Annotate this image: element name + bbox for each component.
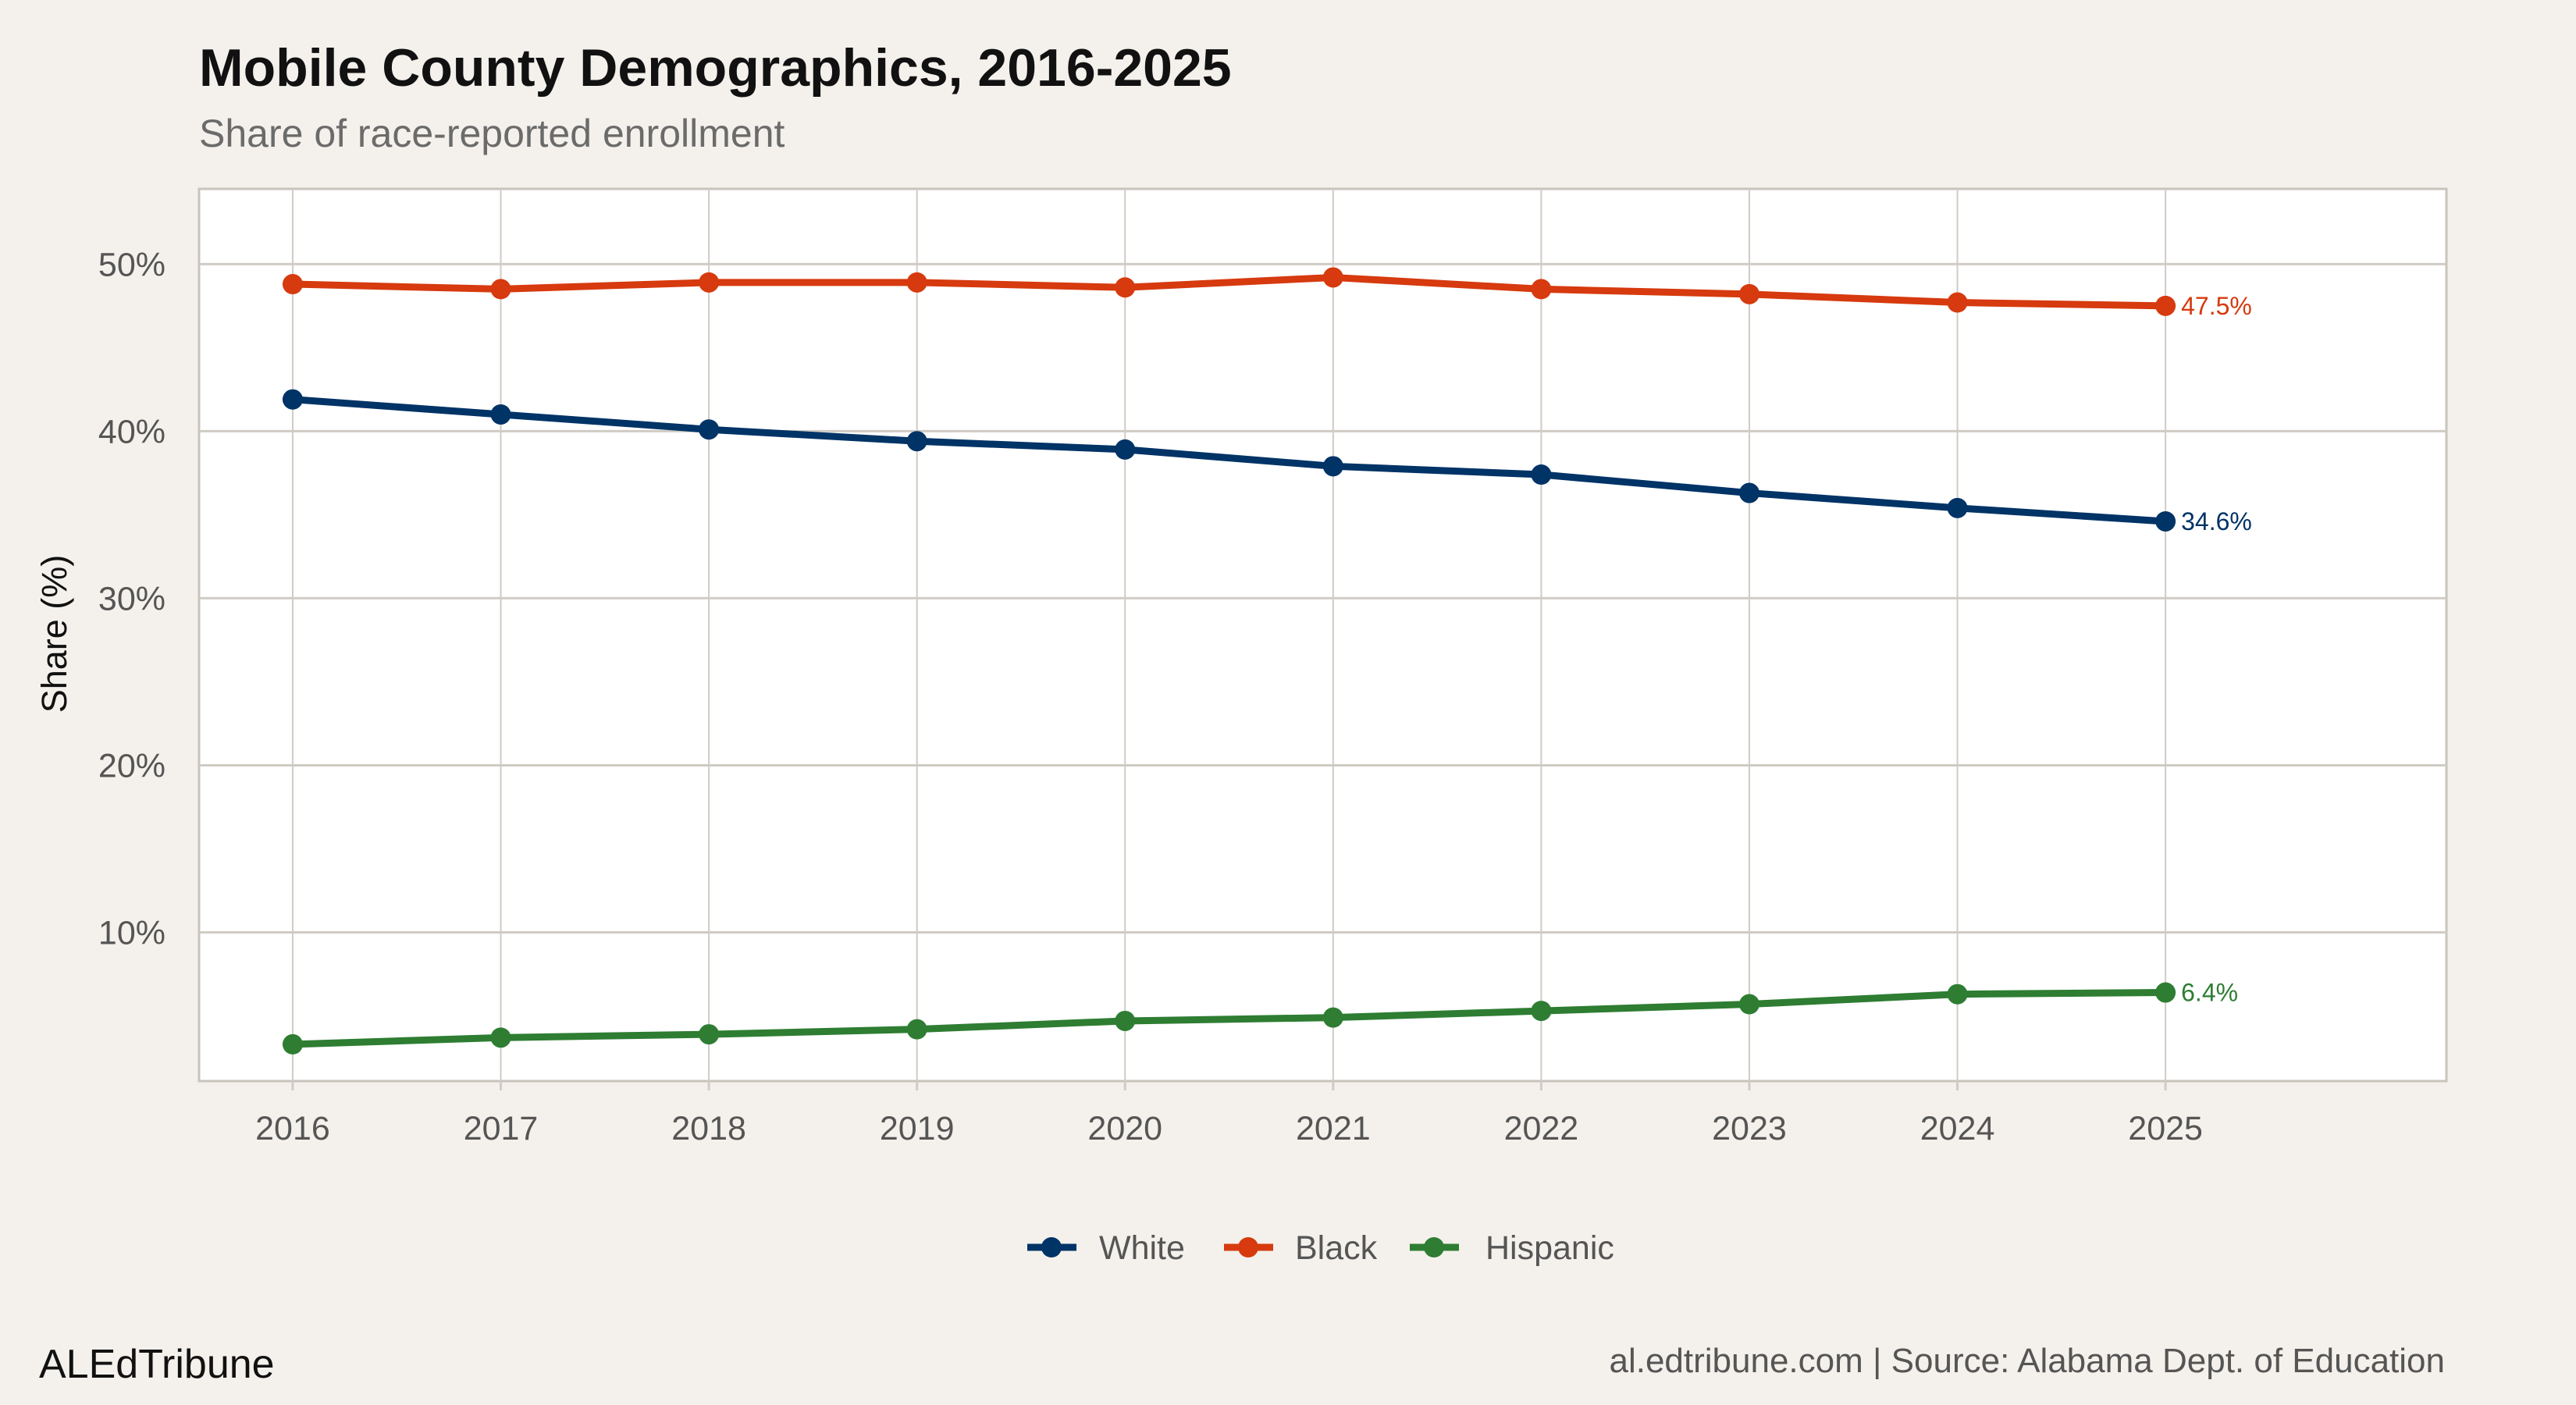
data-point (1115, 1010, 1136, 1031)
data-point (1531, 279, 1552, 300)
x-tick-label: 2021 (1296, 1110, 1371, 1147)
chart-subtitle: Share of race-reported enrollment (199, 112, 785, 155)
data-point (699, 419, 720, 440)
x-axis-ticks: 2016 2017 2018 2019 2020 2021 2022 2023 2024 2025 (255, 1081, 2203, 1147)
y-tick-label: 40% (98, 413, 165, 450)
grid (199, 189, 2446, 1081)
data-point (1947, 497, 1968, 518)
y-tick-label: 30% (98, 580, 165, 617)
y-tick-label: 50% (98, 246, 165, 283)
source-text: al.edtribune.com | Source: Alabama Dept.… (1609, 1342, 2445, 1380)
x-tick-label: 2018 (671, 1110, 746, 1147)
series-white: 34.6% (282, 389, 2252, 535)
legend-key-point (1041, 1237, 1062, 1257)
x-tick-label: 2024 (1920, 1110, 1995, 1147)
data-point (1115, 277, 1136, 298)
data-point (2155, 510, 2176, 532)
end-label: 34.6% (2181, 507, 2252, 535)
end-label: 6.4% (2181, 979, 2238, 1007)
series-line (292, 273, 2166, 310)
series-line (292, 989, 2166, 1048)
series-group: 34.6% 47.5% 6.4% (282, 267, 2252, 1055)
data-point (1738, 283, 1759, 304)
legend-label: Hispanic (1485, 1229, 1614, 1267)
data-point (1322, 267, 1343, 288)
chart-title: Mobile County Demographics, 2016-2025 (199, 38, 1232, 98)
data-point (1531, 1001, 1552, 1022)
data-point (2155, 982, 2176, 1003)
data-point (1322, 1007, 1343, 1028)
legend-item-white: White (1027, 1229, 1185, 1267)
end-label: 47.5% (2181, 292, 2252, 320)
x-tick-label: 2017 (464, 1110, 539, 1147)
data-point (490, 1027, 511, 1048)
data-point (1947, 984, 1968, 1005)
legend-item-black: Black (1224, 1229, 1378, 1267)
x-tick-label: 2022 (1504, 1110, 1579, 1147)
data-point (699, 272, 720, 293)
data-point (1115, 439, 1136, 460)
legend-label: Black (1295, 1229, 1378, 1267)
series-hispanic: 6.4% (282, 979, 2238, 1055)
series-black: 47.5% (282, 267, 2252, 320)
y-axis-ticks: 10% 20% 30% 40% 50% (98, 246, 165, 951)
y-tick-label: 20% (98, 747, 165, 784)
data-point (1738, 994, 1759, 1015)
data-point (906, 1019, 927, 1040)
data-point (282, 389, 303, 410)
x-tick-label: 2025 (2128, 1110, 2203, 1147)
data-point (1531, 464, 1552, 486)
data-point (282, 274, 303, 295)
data-point (906, 272, 927, 293)
data-point (2155, 295, 2176, 316)
series-line (292, 396, 2166, 525)
brand-logo-text: ALEdTribune (39, 1342, 275, 1387)
data-point (906, 431, 927, 452)
legend-item-hispanic: Hispanic (1410, 1229, 1614, 1267)
y-tick-label: 10% (98, 915, 165, 952)
data-point (1738, 482, 1759, 503)
y-axis-title: Share (%) (34, 555, 74, 713)
x-tick-label: 2023 (1712, 1110, 1787, 1147)
data-point (1947, 292, 1968, 313)
legend-label: White (1099, 1229, 1185, 1267)
legend-key-point (1238, 1237, 1258, 1257)
data-point (699, 1024, 720, 1045)
x-tick-label: 2019 (880, 1110, 955, 1147)
plot-panel (197, 187, 2448, 1083)
data-point (282, 1033, 303, 1055)
legend: White Black Hispanic (1027, 1229, 1614, 1267)
data-point (1322, 456, 1343, 477)
data-point (490, 404, 511, 425)
legend-key-point (1424, 1237, 1444, 1257)
data-point (490, 279, 511, 300)
x-tick-label: 2020 (1087, 1110, 1162, 1147)
x-tick-label: 2016 (255, 1110, 330, 1147)
